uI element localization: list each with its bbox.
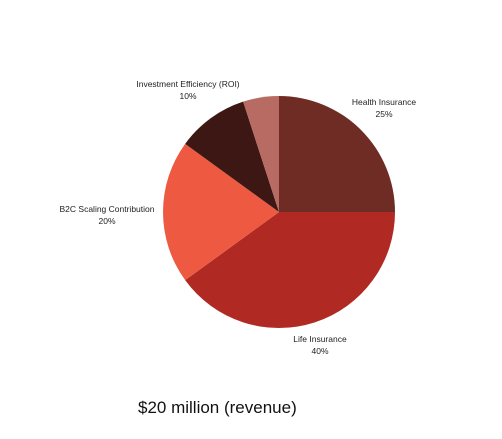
revenue-caption: $20 million (revenue) <box>138 398 297 417</box>
pie-slice-b2c-scaling-contribution <box>162 143 279 281</box>
label-life-insurance-name: Life Insurance <box>293 334 347 344</box>
label-b2c-scaling-pct: 20% <box>98 216 116 226</box>
label-investment-efficiency-name: Investment Efficiency (ROI) <box>136 79 240 89</box>
label-life-insurance: Life Insurance 40% <box>293 333 346 357</box>
label-b2c-scaling: B2C Scaling Contribution 20% <box>60 203 155 227</box>
pie-slice-investment-efficiency-roi <box>185 101 279 212</box>
label-health-insurance-pct: 25% <box>375 109 393 119</box>
label-investment-efficiency: Investment Efficiency (ROI) 10% <box>136 78 239 102</box>
pie-slices <box>162 96 395 329</box>
label-health-insurance-name: Health Insurance <box>351 97 417 107</box>
pie-slice-life-insurance <box>185 212 395 329</box>
label-life-insurance-pct: 40% <box>311 346 329 356</box>
label-health-insurance: Health Insurance 25% <box>352 96 416 120</box>
label-b2c-scaling-name: B2C Scaling Contribution <box>59 204 155 214</box>
pie-slice-health-insurance <box>279 96 395 212</box>
label-investment-efficiency-pct: 10% <box>179 91 197 101</box>
pie-slice-unlabeled <box>243 96 279 212</box>
